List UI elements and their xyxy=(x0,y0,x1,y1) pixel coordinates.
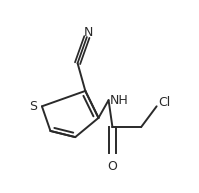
Text: NH: NH xyxy=(110,94,129,107)
Text: O: O xyxy=(107,160,117,173)
Text: Cl: Cl xyxy=(158,96,170,109)
Text: S: S xyxy=(29,100,37,113)
Text: N: N xyxy=(84,26,93,39)
